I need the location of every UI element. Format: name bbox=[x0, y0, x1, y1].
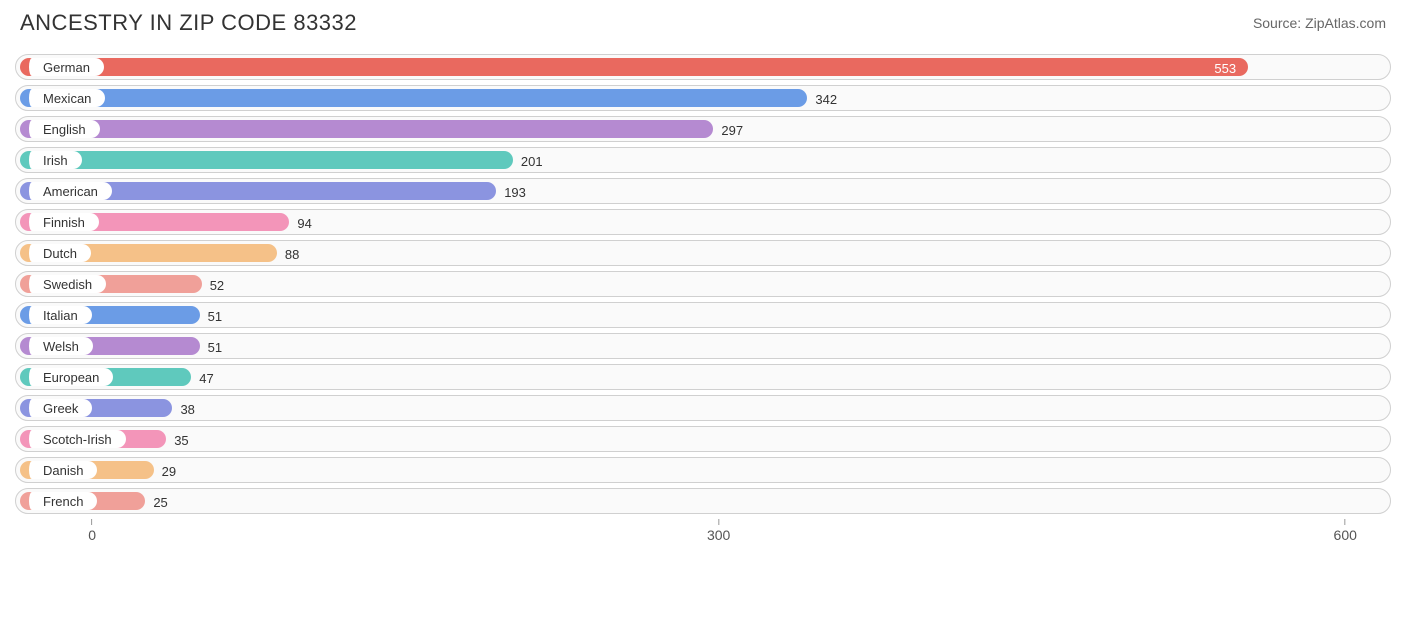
bar-track: English 297 bbox=[15, 116, 1391, 142]
bar-value: 193 bbox=[496, 179, 526, 205]
bar-track: Finnish 94 bbox=[15, 209, 1391, 235]
bar-label: Welsh bbox=[43, 339, 79, 354]
bar-row: Irish 201 bbox=[15, 147, 1391, 173]
x-axis: 0 300 600 bbox=[15, 519, 1391, 549]
axis-tick: 300 bbox=[707, 519, 730, 543]
bar-fill bbox=[20, 89, 807, 107]
bar-row: Danish 29 bbox=[15, 457, 1391, 483]
bar-row: Greek 38 bbox=[15, 395, 1391, 421]
bar-track: Irish 201 bbox=[15, 147, 1391, 173]
bar-label-pill: Greek bbox=[23, 399, 92, 417]
bar-label-pill: Swedish bbox=[23, 275, 106, 293]
bar-row: Scotch-Irish 35 bbox=[15, 426, 1391, 452]
bar-label-pill: Dutch bbox=[23, 244, 91, 262]
bar-label: Danish bbox=[43, 463, 83, 478]
bar-track: European 47 bbox=[15, 364, 1391, 390]
bar-value: 342 bbox=[807, 86, 837, 112]
bar-track: Greek 38 bbox=[15, 395, 1391, 421]
bar-label-pill: English bbox=[23, 120, 100, 138]
bar-label: Irish bbox=[43, 153, 68, 168]
bar-label: French bbox=[43, 494, 83, 509]
chart-source: Source: ZipAtlas.com bbox=[1253, 15, 1386, 31]
bar-label-pill: American bbox=[23, 182, 112, 200]
bar-value: 52 bbox=[202, 272, 224, 298]
bar-value: 25 bbox=[145, 489, 167, 515]
bar-row: American 193 bbox=[15, 178, 1391, 204]
bar-value: 297 bbox=[713, 117, 743, 143]
bar-track: Welsh 51 bbox=[15, 333, 1391, 359]
chart-title: ANCESTRY IN ZIP CODE 83332 bbox=[20, 10, 357, 36]
bar-row: French 25 bbox=[15, 488, 1391, 514]
bar-row: Italian 51 bbox=[15, 302, 1391, 328]
bar-label: Scotch-Irish bbox=[43, 432, 112, 447]
bar-label: Dutch bbox=[43, 246, 77, 261]
bar-value: 51 bbox=[200, 303, 222, 329]
bar-label: Mexican bbox=[43, 91, 91, 106]
bar-label: English bbox=[43, 122, 86, 137]
chart-area: German553 Mexican 342 English 297 Irish 201 Ame… bbox=[0, 54, 1406, 514]
bar-track: Mexican 342 bbox=[15, 85, 1391, 111]
bar-value: 38 bbox=[172, 396, 194, 422]
bar-fill bbox=[20, 151, 513, 169]
bar-track: Italian 51 bbox=[15, 302, 1391, 328]
tick-mark bbox=[718, 519, 719, 525]
tick-mark bbox=[92, 519, 93, 525]
bar-row: Welsh 51 bbox=[15, 333, 1391, 359]
bar-label: American bbox=[43, 184, 98, 199]
bar-track: Dutch 88 bbox=[15, 240, 1391, 266]
tick-label: 300 bbox=[707, 527, 730, 543]
bar-track: German553 bbox=[15, 54, 1391, 80]
bar-label-pill: European bbox=[23, 368, 113, 386]
bar-label-pill: Irish bbox=[23, 151, 82, 169]
chart-header: ANCESTRY IN ZIP CODE 83332 Source: ZipAt… bbox=[0, 0, 1406, 54]
bar-value: 51 bbox=[200, 334, 222, 360]
bar-value: 201 bbox=[513, 148, 543, 174]
bar-track: Danish 29 bbox=[15, 457, 1391, 483]
bar-fill bbox=[20, 120, 713, 138]
bar-row: Swedish 52 bbox=[15, 271, 1391, 297]
axis-tick: 0 bbox=[88, 519, 96, 543]
tick-label: 600 bbox=[1334, 527, 1357, 543]
bar-row: Dutch 88 bbox=[15, 240, 1391, 266]
axis-tick: 600 bbox=[1334, 519, 1357, 543]
bar-label-pill: Italian bbox=[23, 306, 92, 324]
bar-track: French 25 bbox=[15, 488, 1391, 514]
bar-label-pill: Danish bbox=[23, 461, 97, 479]
bar-value: 35 bbox=[166, 427, 188, 453]
bar-value: 47 bbox=[191, 365, 213, 391]
bar-track: Scotch-Irish 35 bbox=[15, 426, 1391, 452]
bar-row: European 47 bbox=[15, 364, 1391, 390]
bar-label: Finnish bbox=[43, 215, 85, 230]
bar-label: Greek bbox=[43, 401, 78, 416]
tick-mark bbox=[1345, 519, 1346, 525]
tick-label: 0 bbox=[88, 527, 96, 543]
bar-value: 94 bbox=[289, 210, 311, 236]
bar-value: 88 bbox=[277, 241, 299, 267]
bar-track: American 193 bbox=[15, 178, 1391, 204]
bar-row: German553 bbox=[15, 54, 1391, 80]
bar-label-pill: Finnish bbox=[23, 213, 99, 231]
bar-label-pill: Mexican bbox=[23, 89, 105, 107]
bar-label-pill: French bbox=[23, 492, 97, 510]
bar-label: Swedish bbox=[43, 277, 92, 292]
bar-label-pill: Welsh bbox=[23, 337, 93, 355]
bar-label-pill: Scotch-Irish bbox=[23, 430, 126, 448]
bar-row: Mexican 342 bbox=[15, 85, 1391, 111]
bar-track: Swedish 52 bbox=[15, 271, 1391, 297]
bar-value: 553 bbox=[16, 55, 1248, 81]
bar-label: Italian bbox=[43, 308, 78, 323]
bar-row: English 297 bbox=[15, 116, 1391, 142]
bar-value: 29 bbox=[154, 458, 176, 484]
bar-label: European bbox=[43, 370, 99, 385]
bar-row: Finnish 94 bbox=[15, 209, 1391, 235]
